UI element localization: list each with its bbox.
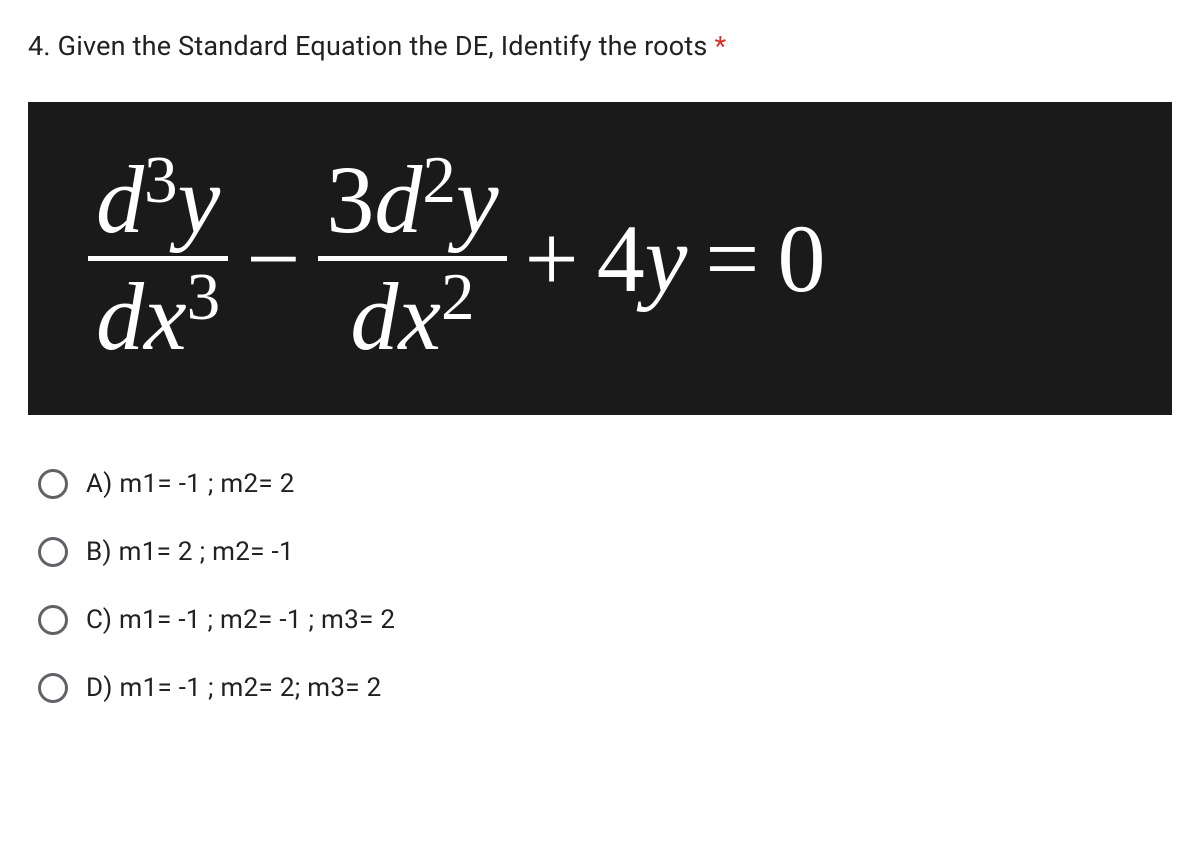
frac1-den-sup: 3 bbox=[187, 259, 221, 334]
question-number: 4. bbox=[28, 30, 51, 62]
question-header: 4. Given the Standard Equation the DE, I… bbox=[28, 30, 1172, 62]
question-text: Given the Standard Equation the DE, Iden… bbox=[58, 30, 708, 62]
frac1-num-y: y bbox=[178, 146, 221, 253]
radio-icon[interactable] bbox=[38, 605, 68, 635]
fraction-2: 3d2y dx2 bbox=[318, 152, 506, 365]
fraction-2-numerator: 3d2y bbox=[318, 152, 506, 261]
option-a-label: A) m1= -1 ; m2= 2 bbox=[86, 469, 295, 499]
option-d-label: D) m1= -1 ; m2= 2; m3= 2 bbox=[86, 673, 382, 703]
frac2-num-sup: 2 bbox=[422, 142, 456, 217]
option-d[interactable]: D) m1= -1 ; m2= 2; m3= 2 bbox=[38, 659, 1172, 717]
option-c[interactable]: C) m1= -1 ; m2= -1 ; m3= 2 bbox=[38, 591, 1172, 649]
option-b[interactable]: B) m1= 2 ; m2= -1 bbox=[38, 523, 1172, 581]
frac1-den-dx: dx bbox=[96, 263, 187, 370]
options-container: A) m1= -1 ; m2= 2 B) m1= 2 ; m2= -1 C) m… bbox=[28, 455, 1172, 717]
frac2-num-d: d bbox=[374, 146, 422, 253]
frac2-den-dx: dx bbox=[350, 263, 441, 370]
fraction-1-numerator: d3y bbox=[88, 152, 228, 261]
term-var: y bbox=[645, 205, 688, 312]
option-b-label: B) m1= 2 ; m2= -1 bbox=[86, 537, 294, 567]
fraction-1: d3y dx3 bbox=[88, 152, 228, 365]
option-a[interactable]: A) m1= -1 ; m2= 2 bbox=[38, 455, 1172, 513]
term-coef: 4 bbox=[597, 205, 645, 312]
frac1-num-d: d bbox=[96, 146, 144, 253]
fraction-1-denominator: dx3 bbox=[88, 261, 228, 365]
option-c-label: C) m1= -1 ; m2= -1 ; m3= 2 bbox=[86, 605, 395, 635]
radio-icon[interactable] bbox=[38, 673, 68, 703]
fraction-2-denominator: dx2 bbox=[342, 261, 482, 365]
plus-sign: + bbox=[525, 211, 579, 307]
radio-icon[interactable] bbox=[38, 469, 68, 499]
frac2-coef: 3 bbox=[326, 146, 374, 253]
radio-icon[interactable] bbox=[38, 537, 68, 567]
term-4y: 4y bbox=[597, 211, 688, 307]
frac1-num-sup: 3 bbox=[144, 142, 178, 217]
equation-image: d3y dx3 − 3d2y dx2 + 4y = 0 bbox=[28, 102, 1172, 415]
equation: d3y dx3 − 3d2y dx2 + 4y = 0 bbox=[88, 152, 825, 365]
minus-sign: − bbox=[246, 211, 300, 307]
rhs-zero: 0 bbox=[777, 211, 825, 307]
frac2-num-y: y bbox=[456, 146, 499, 253]
frac2-den-sup: 2 bbox=[441, 259, 475, 334]
equals-sign: = bbox=[705, 211, 759, 307]
required-asterisk: * bbox=[714, 30, 726, 62]
